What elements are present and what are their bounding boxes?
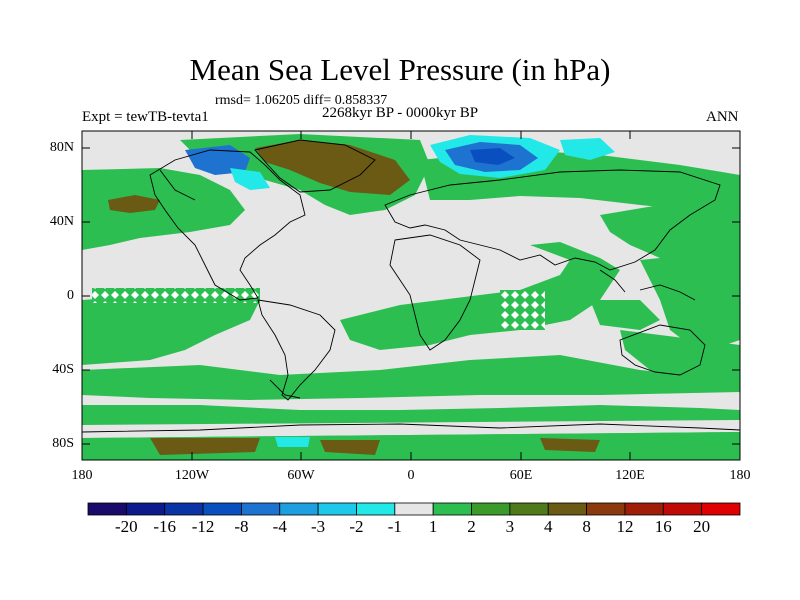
lat-tick-marks: [82, 147, 740, 445]
field-west-pacific: [640, 250, 740, 350]
map-field: [82, 131, 740, 460]
field-antarctic-high-east: [320, 440, 380, 455]
colorbar-swatch: [394, 502, 434, 516]
colorbar-swatch: [317, 502, 357, 516]
lat-label-40s: 40S: [52, 362, 74, 377]
colorbar-swatch: [586, 502, 626, 516]
colorbar-label: -3: [311, 517, 326, 536]
colorbar-swatch: [87, 502, 127, 516]
colorbar-swatch: [624, 502, 664, 516]
colorbar-swatch: [279, 502, 319, 516]
field-hatch-east: [500, 290, 545, 330]
lon-label-0: 0: [407, 468, 415, 483]
field-antarctic-high-west: [150, 438, 260, 455]
colorbar-swatch: [701, 502, 741, 516]
lat-label-80n: 80N: [49, 140, 74, 155]
lat-label-40n: 40N: [49, 214, 74, 229]
map-title: Mean Sea Level Pressure (in hPa): [189, 52, 611, 87]
colorbar-label: 8: [582, 517, 591, 536]
colorbar-swatch: [125, 502, 166, 516]
colorbar-label: -8: [234, 517, 249, 536]
colorbar-label: -16: [153, 517, 177, 536]
field-north-pacific-east: [600, 200, 740, 262]
season-label: ANN: [706, 109, 739, 125]
field-barents-deep: [470, 148, 515, 165]
field-southeast-pacific: [620, 330, 740, 385]
colorbar-swatch: [509, 502, 549, 516]
colorbar-swatch: [202, 502, 242, 516]
colorbar-label: 3: [505, 517, 515, 536]
period-label: 2268kyr BP - 0000kyr BP: [322, 105, 479, 121]
field-indian-ocean: [590, 300, 660, 330]
colorbar-swatch: [164, 502, 204, 516]
field-antarctic-high-far: [540, 438, 600, 452]
colorbar-swatch: [471, 502, 511, 516]
colorbar-label: -4: [272, 517, 287, 536]
colorbar-label: 4: [543, 517, 553, 536]
colorbar-swatch: [662, 502, 703, 516]
field-north-pacific: [82, 168, 245, 250]
field-pacific-blob: [108, 195, 160, 213]
colorbar-label: -1: [387, 517, 402, 536]
coastlines: [82, 139, 740, 433]
colorbar-swatch: [547, 502, 587, 516]
colorbar-swatch: [356, 502, 396, 516]
lon-label-180e: 180: [729, 468, 751, 483]
colorbar-label: -20: [115, 517, 138, 536]
lon-label-120w: 120W: [174, 468, 210, 483]
colorbar-label: 1: [428, 517, 438, 536]
field-tropical-hatch-west: [92, 288, 260, 303]
experiment-label: Expt = tewTB-tevta1: [82, 109, 209, 125]
field-canada-low-edge: [230, 168, 270, 190]
lon-label-180w: 180: [71, 468, 93, 483]
lat-label-0: 0: [67, 288, 74, 303]
colorbar-label: 16: [654, 517, 672, 536]
colorbar: [87, 502, 741, 516]
lon-label-60e: 60E: [509, 468, 533, 483]
field-southern-band: [82, 355, 740, 400]
lat-label-80s: 80S: [52, 436, 74, 451]
colorbar-label: 12: [616, 517, 634, 536]
colorbar-swatch: [241, 502, 281, 516]
field-south-atlantic: [340, 242, 620, 350]
field-kara-low: [560, 138, 615, 160]
colorbar-label: 20: [693, 517, 711, 536]
colorbar-label: -12: [191, 517, 215, 536]
stats-label: rmsd= 1.06205 diff= 0.858337: [215, 93, 388, 108]
field-tropical-pacific: [82, 295, 260, 365]
lon-label-60w: 60W: [287, 468, 315, 483]
lon-label-120e: 120E: [615, 468, 645, 483]
lon-tick-marks: [81, 131, 631, 460]
colorbar-label: -2: [349, 517, 364, 536]
colorbar-swatch: [432, 502, 472, 516]
field-greenland-high: [255, 140, 410, 195]
field-antarctic-low: [275, 437, 310, 447]
colorbar-label: 2: [467, 517, 476, 536]
